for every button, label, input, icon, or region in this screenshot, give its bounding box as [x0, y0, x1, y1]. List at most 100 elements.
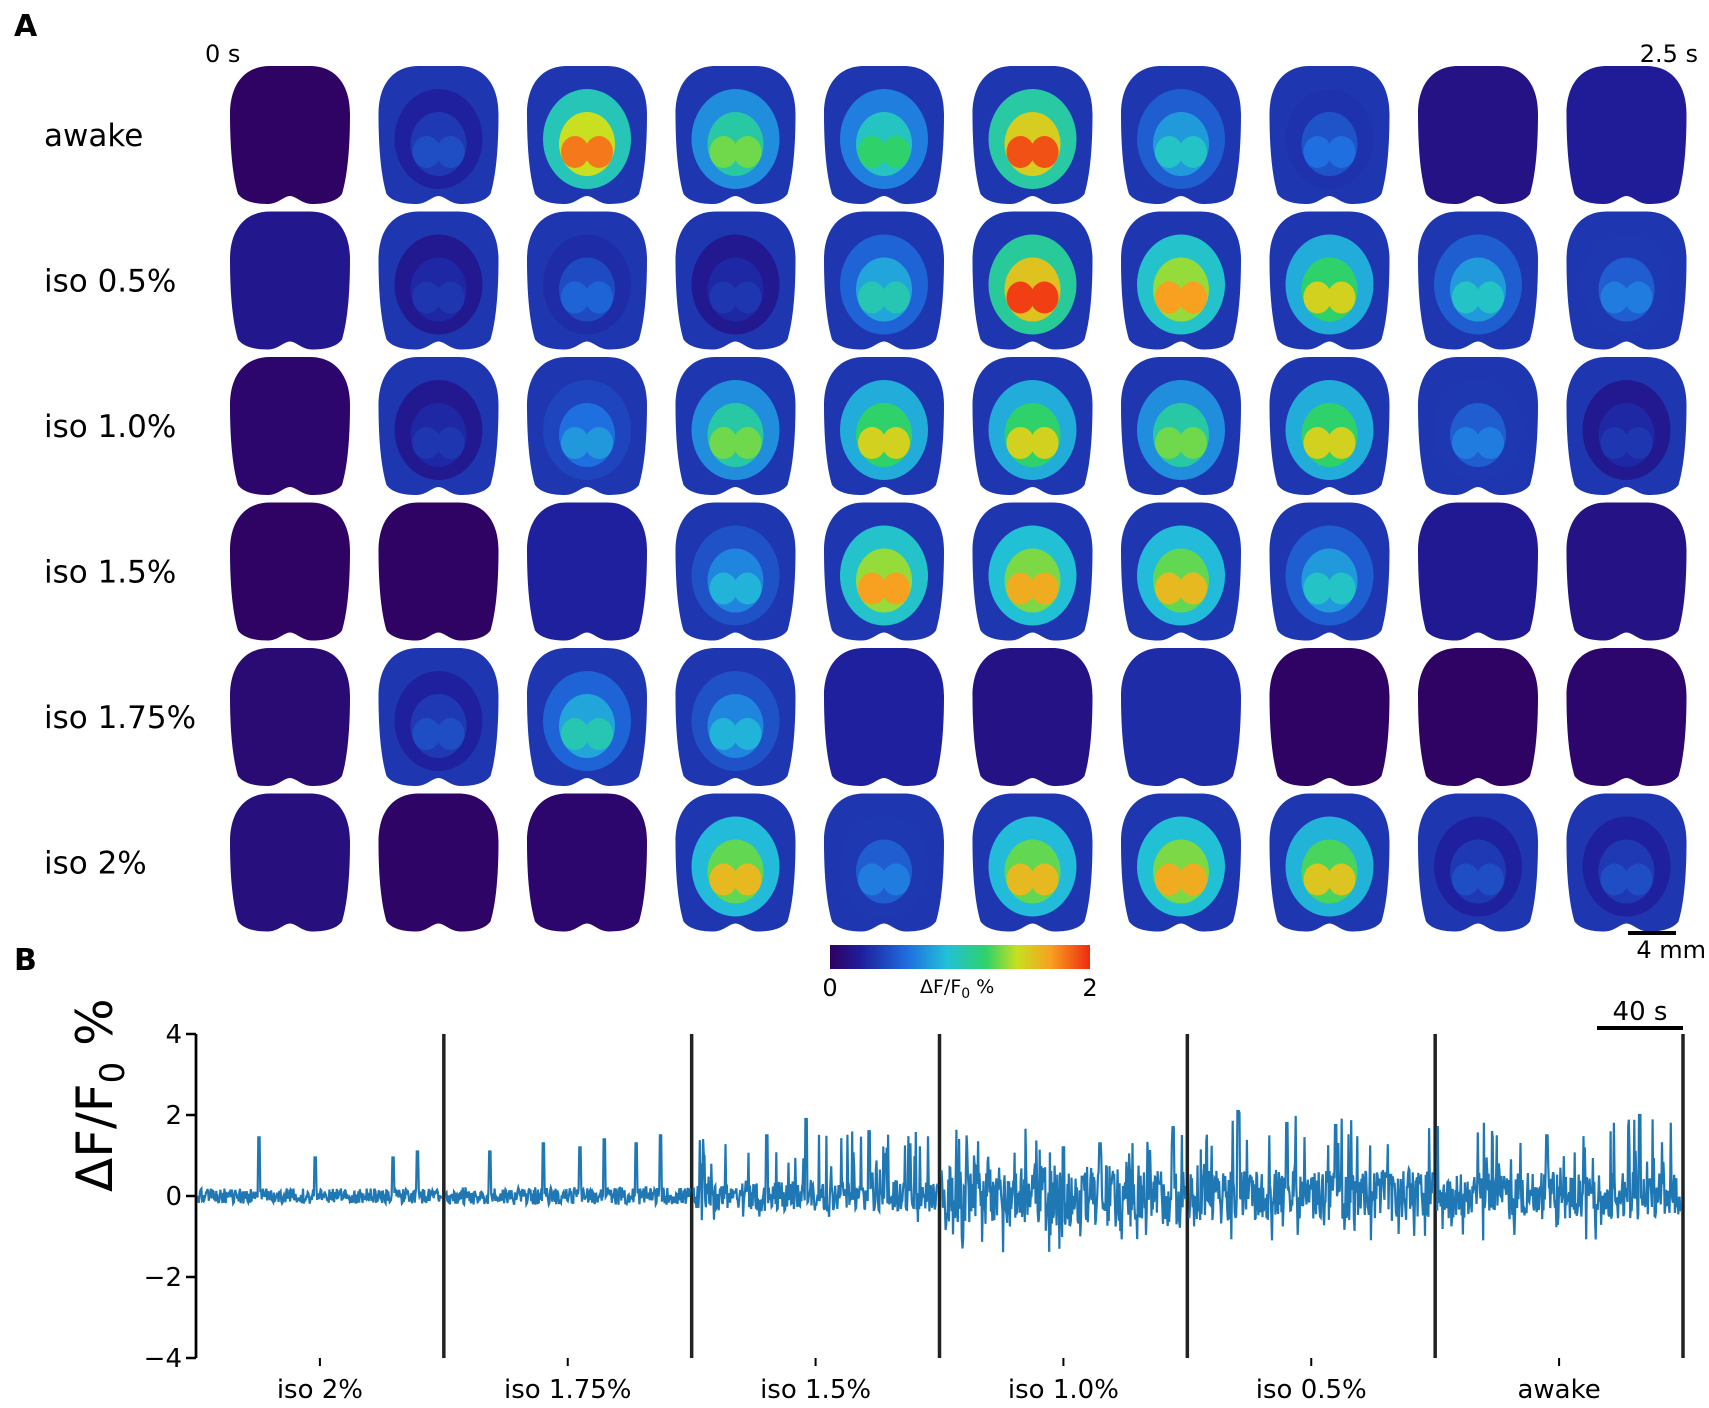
brain-frame: [1121, 648, 1241, 786]
panel-letter-a: A: [14, 9, 38, 44]
brain-frame: [1418, 793, 1538, 932]
panel-a: 0 s 2.5 s awake iso 0.5% iso 1.0% iso 1.5% i…: [44, 40, 1706, 1002]
x-tick-label: iso 1.75%: [504, 1375, 632, 1405]
brain-frame: [972, 502, 1093, 641]
brain-frame: [824, 502, 944, 641]
brain-frame: [230, 357, 350, 495]
brain-frame: [824, 66, 944, 204]
x-tick-label: iso 1.5%: [760, 1375, 871, 1405]
brain-frame: [527, 648, 647, 786]
brain-frame: [675, 211, 796, 350]
brain-frame: [972, 648, 1093, 786]
brain-frame: [972, 66, 1093, 204]
brain-frame: [527, 793, 647, 932]
brain-frame: [1121, 357, 1241, 495]
spatial-scalebar: 4 mm: [1628, 931, 1706, 964]
brain-frame: [1418, 211, 1538, 350]
brain-frame: [675, 793, 796, 932]
brain-frame: [675, 648, 796, 786]
row-label: iso 0.5%: [44, 264, 176, 300]
trace-series: [196, 1136, 443, 1208]
brain-frame: [675, 66, 796, 204]
brain-frame: [527, 502, 647, 641]
brain-frame: [378, 211, 499, 350]
brain-frame: [824, 648, 944, 786]
colorbar-label-sub: 0: [961, 986, 970, 1002]
brain-frame: [378, 793, 499, 932]
brain-frame: [1269, 793, 1390, 932]
row-label: iso 1.5%: [44, 555, 176, 591]
row-label: iso 1.75%: [44, 700, 196, 736]
brain-frame: [1566, 502, 1687, 641]
brain-frame: [1269, 66, 1390, 204]
row-label: iso 1.0%: [44, 409, 176, 445]
brain-frame: [230, 502, 350, 641]
brain-frame: [230, 211, 350, 350]
colorbar: 0 2 ΔF/F0 %: [822, 945, 1098, 1002]
y-axis-label: ΔF/F0 %: [66, 998, 133, 1192]
brain-frame: [1418, 357, 1538, 495]
brain-frame: [1121, 211, 1241, 350]
brain-frame: [378, 502, 499, 641]
brain-frame: [1566, 648, 1687, 786]
brain-frame: [824, 357, 944, 495]
colorbar-max-label: 2: [1082, 974, 1097, 1002]
colorbar-label-main: ΔF/F: [920, 976, 961, 998]
brain-frame: [230, 66, 350, 204]
time-end-label: 2.5 s: [1640, 40, 1698, 68]
trace-series: [1436, 1113, 1683, 1241]
row-label: iso 2%: [44, 846, 147, 882]
brain-frame: [1566, 211, 1687, 350]
time-scalebar-label: 40 s: [1613, 997, 1668, 1027]
y-tick-label: −2: [144, 1263, 182, 1293]
trace-layer: iso 2% iso 1.75% iso 1.5% iso 1.0% iso 0.5% a…: [194, 1034, 1685, 1405]
x-tick-label: iso 0.5%: [1256, 1375, 1367, 1405]
brain-frame: [378, 357, 499, 495]
brain-frame: [1566, 66, 1687, 204]
x-tick-label: awake: [1517, 1375, 1600, 1405]
colorbar-min-label: 0: [822, 974, 837, 1002]
brain-frame: [675, 357, 796, 495]
brain-frame: [378, 66, 499, 204]
brain-frame: [1121, 66, 1241, 204]
brain-frame: [1269, 502, 1390, 641]
brain-frame: [824, 211, 944, 350]
brain-frame: [527, 66, 647, 204]
trace-series: [1188, 1109, 1435, 1241]
brain-frame: [972, 211, 1093, 350]
brain-frame: [1121, 793, 1241, 932]
brain-frame: [230, 648, 350, 786]
brain-frame: [1566, 793, 1687, 932]
spatial-scalebar-label: 4 mm: [1636, 936, 1706, 964]
brain-frame: [527, 211, 647, 350]
frames-grid: awake iso 0.5% iso 1.0% iso 1.5% iso 1.75% is…: [44, 66, 1687, 932]
trace-series: [940, 1126, 1187, 1253]
brain-frame: [1418, 502, 1538, 641]
time-scalebar: 40 s: [1597, 997, 1683, 1030]
panel-b: 420−2−4 ΔF/F0 % 40 s iso 2% iso 1.75% iso …: [66, 997, 1685, 1405]
y-axis-label-sub: 0: [93, 1062, 133, 1084]
trace-series: [444, 1134, 691, 1209]
brain-frame: [1418, 648, 1538, 786]
brain-frame: [675, 502, 796, 641]
brain-frame: [824, 793, 944, 932]
colorbar-label-unit: %: [970, 976, 994, 998]
x-tick-label: iso 2%: [277, 1375, 363, 1405]
trace-axis: 4 2 0 −2 −4: [144, 1020, 198, 1374]
x-tick-label: iso 1.0%: [1008, 1375, 1119, 1405]
brain-frame: [1269, 648, 1390, 786]
brain-frame: [378, 648, 499, 786]
brain-frame: [527, 357, 647, 495]
y-tick-label: 0: [165, 1182, 182, 1212]
brain-frame: [972, 357, 1093, 495]
brain-frame: [1566, 357, 1687, 495]
brain-frame: [1269, 211, 1390, 350]
brain-frame: [1418, 66, 1538, 204]
row-label: awake: [44, 118, 143, 154]
y-tick-label: 4: [165, 1020, 182, 1050]
time-start-label: 0 s: [205, 40, 240, 68]
y-tick-label: 2: [165, 1101, 182, 1131]
y-axis-label-unit: %: [66, 998, 124, 1061]
brain-frame: [1269, 357, 1390, 495]
